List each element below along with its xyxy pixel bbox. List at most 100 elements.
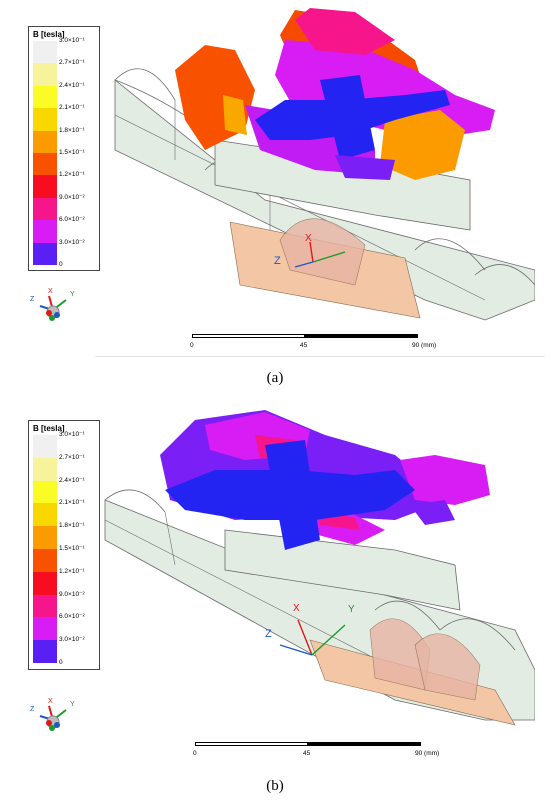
color-legend-a: B [tesla] 3.0×10⁻¹ 2.7×10⁻¹ 2.4×10⁻¹ 2.1… [28,26,100,271]
axis-y [312,251,346,263]
legend-swatch [33,108,57,131]
legend-swatch [33,480,57,504]
legend-swatch [33,617,57,641]
scale-label-0: 0 [190,342,194,349]
axis-z-text: Z [274,255,281,267]
legend-swatch [33,242,57,265]
axis-z-text: Z [265,628,272,640]
orientation-triad-icon [39,705,67,731]
color-legend-b: B [tesla] 3.0×10⁻¹ 2.7×10⁻¹ 2.4×10⁻¹ 2.1… [28,420,100,670]
axis-x-text: X [305,233,312,244]
cross-block [224,529,461,611]
legend-swatch [33,175,57,198]
legend-tick: 1.5×10⁻¹ [59,545,85,552]
scale-bar-a: 0 45 90 (mm) [190,334,436,358]
legend-tick: 9.0×10⁻² [59,590,85,598]
copper-dome [279,218,366,286]
guide-arc [114,68,176,101]
field-plot-a [114,8,535,321]
legend-swatch [33,640,57,663]
guide-edge [164,511,176,566]
legend-tick: 3.0×10⁻² [59,238,85,246]
scale-label-45: 45 [303,750,311,757]
axis-z [279,644,313,656]
legend-tick: 2.4×10⁻¹ [59,81,85,89]
legend-tick: 0 [59,659,63,666]
field-red-top [295,8,395,55]
legend-swatch [33,85,57,109]
scale-bar-black-segment [308,742,421,746]
panel-a: B [tesla] 3.0×10⁻¹ 2.7×10⁻¹ 2.4×10⁻¹ 2.1… [0,0,550,400]
legend-swatch [33,594,57,618]
panel-b: B [tesla] 3.0×10⁻¹ 2.7×10⁻¹ 2.4×10⁻¹ 2.1… [0,400,550,806]
triad-y-label: Y [70,701,75,708]
orientation-triad-icon [39,295,67,321]
field-blue-cross [265,440,320,550]
legend-swatch [33,220,57,243]
scale-label-90: 90 (mm) [415,750,440,757]
triad-y-label: Y [70,291,75,298]
guide-arc [439,618,516,651]
legend-title: B [tesla] [33,424,65,433]
guide-arc [374,600,441,631]
axis-x [297,619,313,656]
triad-z-label: Z [30,706,35,713]
scale-bar-black-segment [305,334,418,338]
legend-swatch [33,549,57,572]
legend-color-bar [33,435,57,663]
scale-bar-white-segment [195,742,308,746]
legend-swatch [33,153,57,176]
legend-tick: 6.0×10⁻² [59,216,85,224]
legend-tick: 2.4×10⁻¹ [59,476,85,484]
legend-tick: 3.0×10⁻² [59,636,85,644]
legend-swatch [33,571,57,595]
field-orange-left [175,45,255,150]
field-orange-right [380,110,465,180]
axis-y-text: Y [348,604,355,615]
caption-b: (b) [266,778,284,794]
legend-swatch [33,435,57,458]
legend-tick: 1.2×10⁻¹ [59,171,85,179]
scale-bar-b: 0 45 90 (mm) [193,742,439,766]
axis-x-text: X [293,603,300,614]
axis-y [311,624,346,656]
legend-tick: 2.1×10⁻¹ [59,104,85,112]
axis-x [309,241,314,263]
legend-swatch [33,197,57,221]
triad-x-label: X [48,288,53,295]
legend-swatch [33,41,57,64]
legend-tick: 3.0×10⁻¹ [59,431,85,438]
field-plot-b [104,410,535,726]
legend-tick: 1.8×10⁻¹ [59,126,85,134]
scale-bar-white-segment [192,334,305,338]
legend-title: B [tesla] [33,30,65,39]
legend-tick: 6.0×10⁻² [59,613,85,621]
legend-tick: 1.5×10⁻¹ [59,149,85,156]
scale-label-45: 45 [300,342,308,349]
panel-separator [95,356,545,357]
legend-swatch [33,457,57,481]
guide-arc [104,489,166,513]
triad-z-label: Z [30,296,35,303]
guide-arc [474,264,535,286]
legend-tick: 2.7×10⁻¹ [59,453,85,461]
legend-tick: 1.8×10⁻¹ [59,522,85,530]
legend-swatch [33,503,57,527]
legend-tick: 0 [59,261,63,268]
triad-x-label: X [48,698,53,705]
legend-swatch [33,526,57,549]
field-yellow-accent [223,95,247,135]
guide-edge [114,114,486,301]
field-blue-cross [320,75,375,160]
guide-body [114,79,535,321]
legend-tick: 2.7×10⁻¹ [59,59,85,67]
guide-arc [414,238,486,271]
legend-tick: 1.2×10⁻¹ [59,567,85,575]
scale-label-0: 0 [193,750,197,757]
field-violet [335,155,395,180]
axis-z [294,261,314,268]
legend-color-bar [33,41,57,265]
caption-a: (a) [266,370,284,386]
legend-swatch [33,130,57,153]
copper-dome [414,633,481,701]
